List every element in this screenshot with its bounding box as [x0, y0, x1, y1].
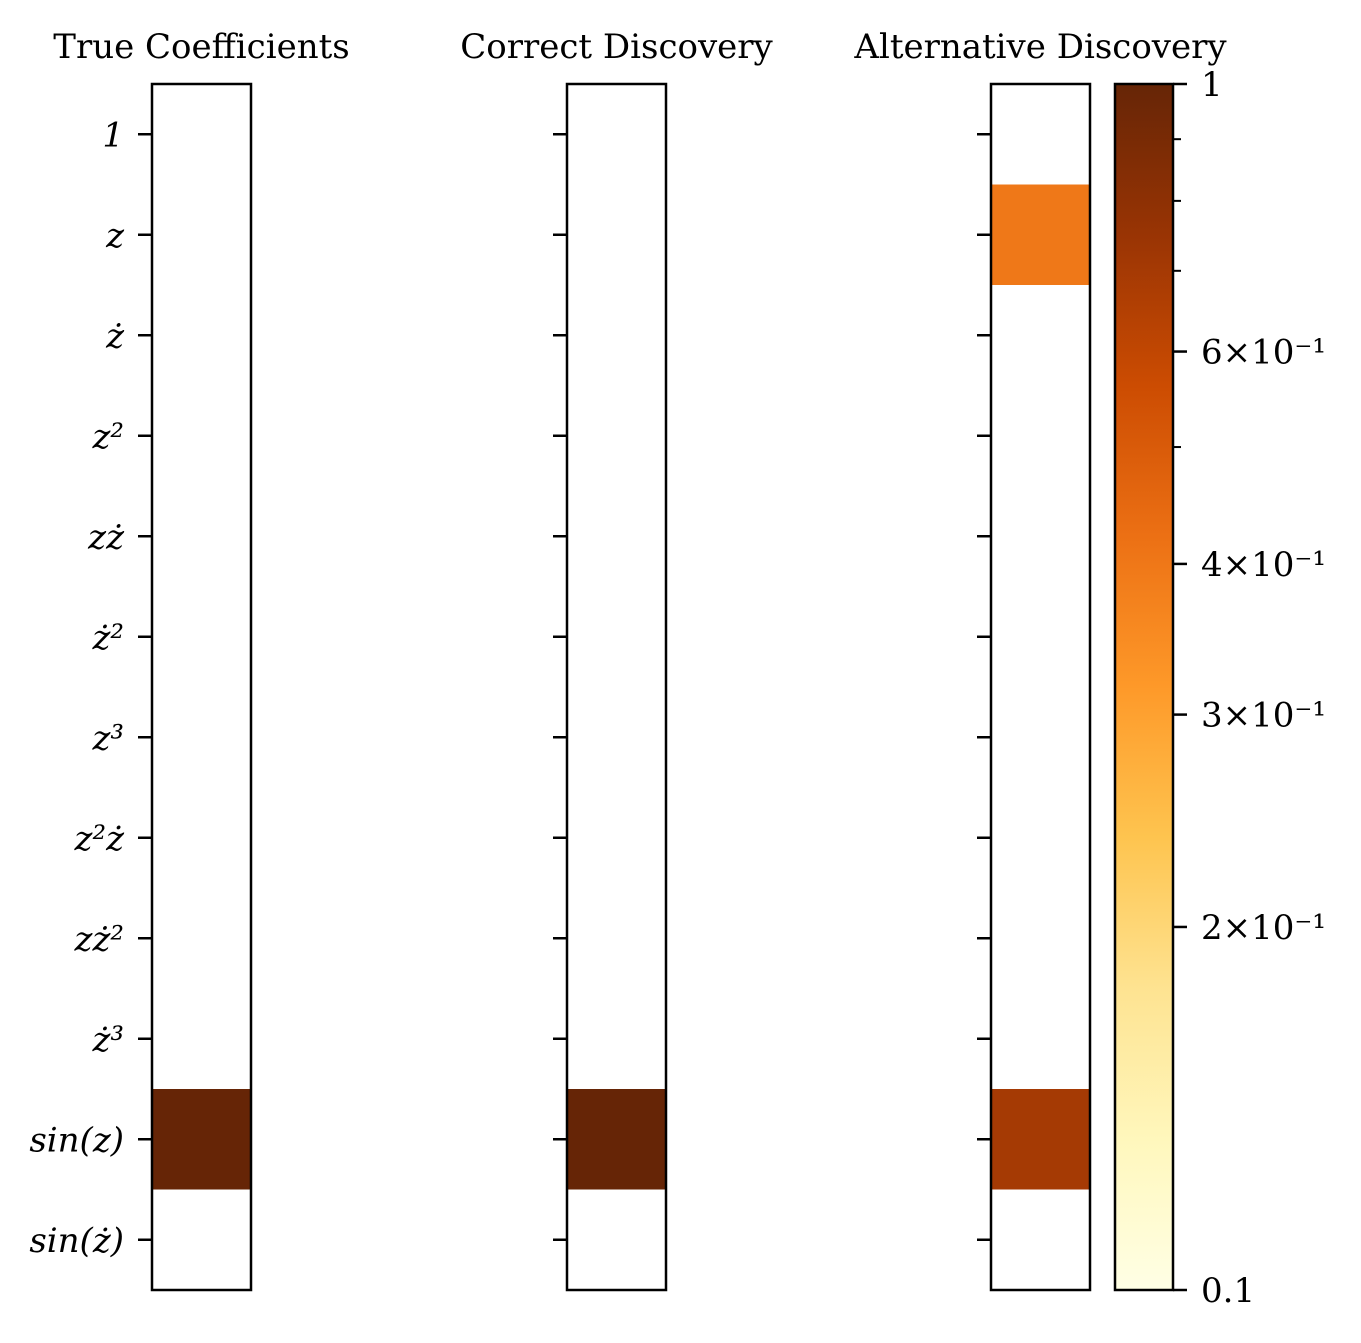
heatmap-cell: [567, 1189, 666, 1291]
heatmap-cell: [567, 687, 666, 788]
heatmap-panel-1: True Coefficients1zżz²zżż²z³z²żzż²ż³sin(…: [29, 27, 350, 1292]
y-tick-label: z: [105, 216, 125, 256]
colorbar-tick-label: 3×10⁻¹: [1201, 696, 1326, 736]
y-tick-label: z³: [91, 718, 124, 758]
heatmap-cell: [991, 1189, 1090, 1291]
y-tick-label: zż: [87, 517, 125, 557]
heatmap-panels: True Coefficients1zżz²zżż²z³z²żzż²ż³sin(…: [29, 27, 1227, 1292]
heatmap-cell: [991, 787, 1090, 889]
y-tick-label: sin(ż): [29, 1221, 124, 1261]
heatmap-cell: [152, 988, 251, 1090]
colorbar-gradient: [1115, 84, 1173, 1290]
heatmap-cell: [991, 285, 1090, 386]
heatmap-cell: [567, 84, 666, 185]
y-tick-label: z²ż: [74, 819, 126, 859]
heatmap-cell: [152, 486, 251, 587]
y-tick-label: sin(z): [29, 1120, 124, 1160]
y-tick-label: ż: [105, 316, 125, 356]
y-tick-label: z²: [91, 417, 124, 457]
y-tick-label: ż²: [91, 618, 124, 658]
heatmap-cell: [991, 687, 1090, 788]
heatmap-cell: [567, 1089, 666, 1190]
heatmap-cell: [567, 184, 666, 286]
heatmap-panel-2: Correct Discovery: [460, 27, 774, 1292]
panel-title: True Coefficients: [53, 27, 349, 67]
heatmap-cell: [567, 486, 666, 587]
panel-title: Correct Discovery: [460, 27, 773, 67]
heatmap-cell: [991, 486, 1090, 587]
heatmap-cell: [152, 787, 251, 889]
panel-title: Alternative Discovery: [853, 27, 1227, 67]
colorbar-tick-label: 6×10⁻¹: [1201, 333, 1326, 373]
colorbar-tick-label: 2×10⁻¹: [1201, 908, 1326, 948]
heatmap-cell: [991, 988, 1090, 1090]
colorbar-tick-label: 4×10⁻¹: [1201, 545, 1326, 585]
heatmap-cell: [152, 385, 251, 487]
heatmap-cell: [567, 385, 666, 487]
heatmap-cell: [991, 1089, 1090, 1190]
heatmap-cell: [152, 888, 251, 989]
y-tick-label: ż³: [91, 1020, 124, 1060]
heatmap-cell: [152, 1189, 251, 1291]
panel-frame: [150, 82, 253, 1292]
heatmap-cell: [991, 888, 1090, 989]
heatmap-cell: [567, 586, 666, 688]
y-tick-label: zż²: [74, 919, 124, 959]
panel-frame: [565, 82, 668, 1292]
heatmap-cell: [152, 184, 251, 286]
heatmap-cell: [567, 988, 666, 1090]
heatmap-cell: [152, 285, 251, 386]
colorbar-tick-label: 0.1: [1201, 1271, 1255, 1311]
heatmap-panel-3: Alternative Discovery: [853, 27, 1227, 1292]
heatmap-cell: [991, 385, 1090, 487]
colorbar-tick-label: 1: [1201, 65, 1223, 105]
heatmap-cell: [152, 586, 251, 688]
heatmap-cell: [567, 787, 666, 889]
colorbar: 1 6×10⁻¹ 4×10⁻¹ 3×10⁻¹ 2×10⁻¹ 0.1: [1113, 65, 1326, 1311]
heatmap-cell: [152, 84, 251, 185]
panel-frame: [989, 82, 1092, 1292]
heatmap-cell: [567, 888, 666, 989]
y-tick-label: 1: [102, 115, 124, 155]
colorbar-frame: [1113, 82, 1175, 1292]
heatmap-cell: [152, 1089, 251, 1190]
heatmap-cell: [991, 586, 1090, 688]
heatmap-cell: [991, 184, 1090, 286]
heatmap-cell: [567, 285, 666, 386]
heatmap-cell: [991, 84, 1090, 185]
heatmap-cell: [152, 687, 251, 788]
